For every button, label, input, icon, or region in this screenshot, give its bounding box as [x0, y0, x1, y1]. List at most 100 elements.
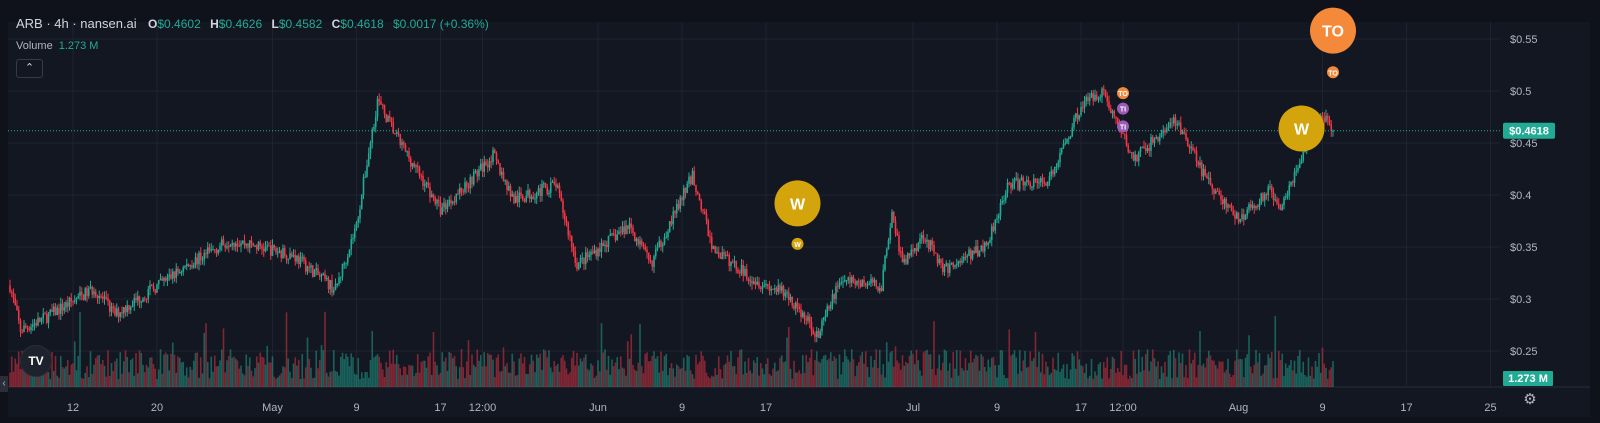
volume-bar — [1279, 359, 1282, 387]
candle-body — [1062, 143, 1065, 149]
volume-bar — [464, 378, 466, 387]
volume-bar — [357, 357, 360, 387]
volume-bar — [542, 349, 545, 387]
candle-body — [940, 259, 942, 263]
candle-body — [749, 280, 752, 282]
candle-body — [187, 264, 190, 266]
ohlc-legend: ARB · 4h · nansen.ai O$0.4602 H$0.4626 L… — [16, 16, 495, 31]
volume-bar — [1060, 368, 1063, 387]
volume-bar — [72, 363, 74, 387]
marker-to-circle[interactable] — [1310, 7, 1356, 54]
volume-bar — [500, 371, 503, 387]
marker-to-circle[interactable] — [1327, 66, 1339, 79]
scroll-left-icon[interactable]: ‹ — [0, 376, 8, 392]
candle-body — [1024, 181, 1026, 186]
volume-bar — [469, 374, 472, 387]
candle-body — [901, 251, 904, 263]
candle-body — [33, 323, 36, 325]
volume-bar — [912, 354, 914, 387]
candle-body — [205, 253, 207, 255]
volume-bar — [600, 323, 603, 387]
volume-bar — [1158, 378, 1161, 387]
candle-body — [1235, 212, 1238, 219]
candle-body — [453, 201, 456, 203]
volume-bar — [560, 357, 563, 387]
volume-bar — [528, 364, 531, 387]
settings-gear-icon[interactable]: ⚙ — [1523, 391, 1537, 408]
volume-bar — [525, 373, 528, 387]
symbol-title[interactable]: ARB · 4h · nansen.ai — [16, 16, 137, 31]
volume-bar — [1102, 361, 1105, 387]
collapse-legend-button[interactable]: ⌃ — [16, 59, 43, 78]
volume-bar — [905, 361, 907, 387]
volume-bar — [975, 354, 977, 387]
marker-w-circle[interactable] — [791, 237, 804, 250]
volume-bar — [609, 374, 612, 387]
candle-body — [1018, 180, 1021, 190]
volume-bar — [728, 361, 731, 387]
candle-body — [93, 291, 95, 295]
candle-body — [966, 255, 969, 258]
volume-bar — [166, 354, 169, 387]
volume-bar — [548, 350, 550, 387]
marker-ti-circle[interactable] — [1117, 120, 1129, 133]
tradingview-logo[interactable]: TV — [20, 345, 52, 377]
volume-bar — [66, 360, 69, 387]
candle-body — [1206, 175, 1208, 179]
marker-w-circle[interactable] — [774, 180, 821, 227]
volume-bar — [1200, 365, 1203, 387]
marker-to-circle[interactable] — [1117, 87, 1129, 100]
candle-body — [621, 226, 624, 233]
volume-label[interactable]: Volume — [16, 40, 53, 52]
candle-body — [1248, 204, 1250, 210]
candle-body — [738, 272, 741, 274]
candle-body — [1043, 181, 1046, 184]
candle-body — [644, 246, 647, 250]
candle-body — [1186, 139, 1189, 146]
volume-bar — [595, 375, 598, 387]
volume-bar — [954, 368, 956, 387]
marker-w-circle[interactable] — [1278, 105, 1325, 152]
volume-bar — [93, 364, 95, 387]
volume-bar — [51, 351, 53, 387]
candle-body — [1251, 205, 1254, 208]
volume-bar — [1104, 367, 1107, 387]
volume-bar — [1328, 369, 1331, 387]
volume-bar — [772, 368, 774, 387]
volume-bar — [96, 355, 99, 387]
candle-body — [492, 149, 494, 163]
volume-bar — [1115, 372, 1117, 387]
volume-bar — [422, 360, 424, 387]
volume-bar — [276, 377, 279, 387]
candle-body — [108, 301, 111, 312]
volume-bar — [632, 364, 634, 387]
volume-bar — [198, 377, 200, 387]
volume-bar — [1211, 360, 1214, 387]
candle-body — [1001, 201, 1004, 204]
candle-body — [565, 220, 568, 223]
candle-body — [131, 305, 134, 308]
candle-body — [325, 277, 328, 279]
candle-body — [635, 238, 638, 242]
volume-bar — [1153, 358, 1156, 387]
candle-body — [915, 248, 918, 251]
volume-bar — [647, 361, 650, 387]
volume-bar — [1295, 373, 1298, 387]
marker-ti-circle[interactable] — [1117, 102, 1129, 115]
volume-bar — [261, 356, 263, 387]
candle-body — [159, 278, 162, 281]
candle-body — [1221, 199, 1224, 205]
volume-bar — [87, 377, 90, 387]
volume-bar — [353, 373, 356, 387]
volume-bar — [761, 368, 764, 387]
candle-body — [1038, 182, 1040, 184]
volume-bar — [689, 370, 692, 387]
volume-bar — [999, 349, 1002, 387]
candle-body — [642, 244, 645, 247]
volume-bar — [1137, 349, 1140, 387]
candle-body — [681, 197, 683, 201]
volume-bar — [499, 371, 501, 387]
candle-body — [882, 269, 885, 291]
candle-body — [1108, 101, 1110, 109]
